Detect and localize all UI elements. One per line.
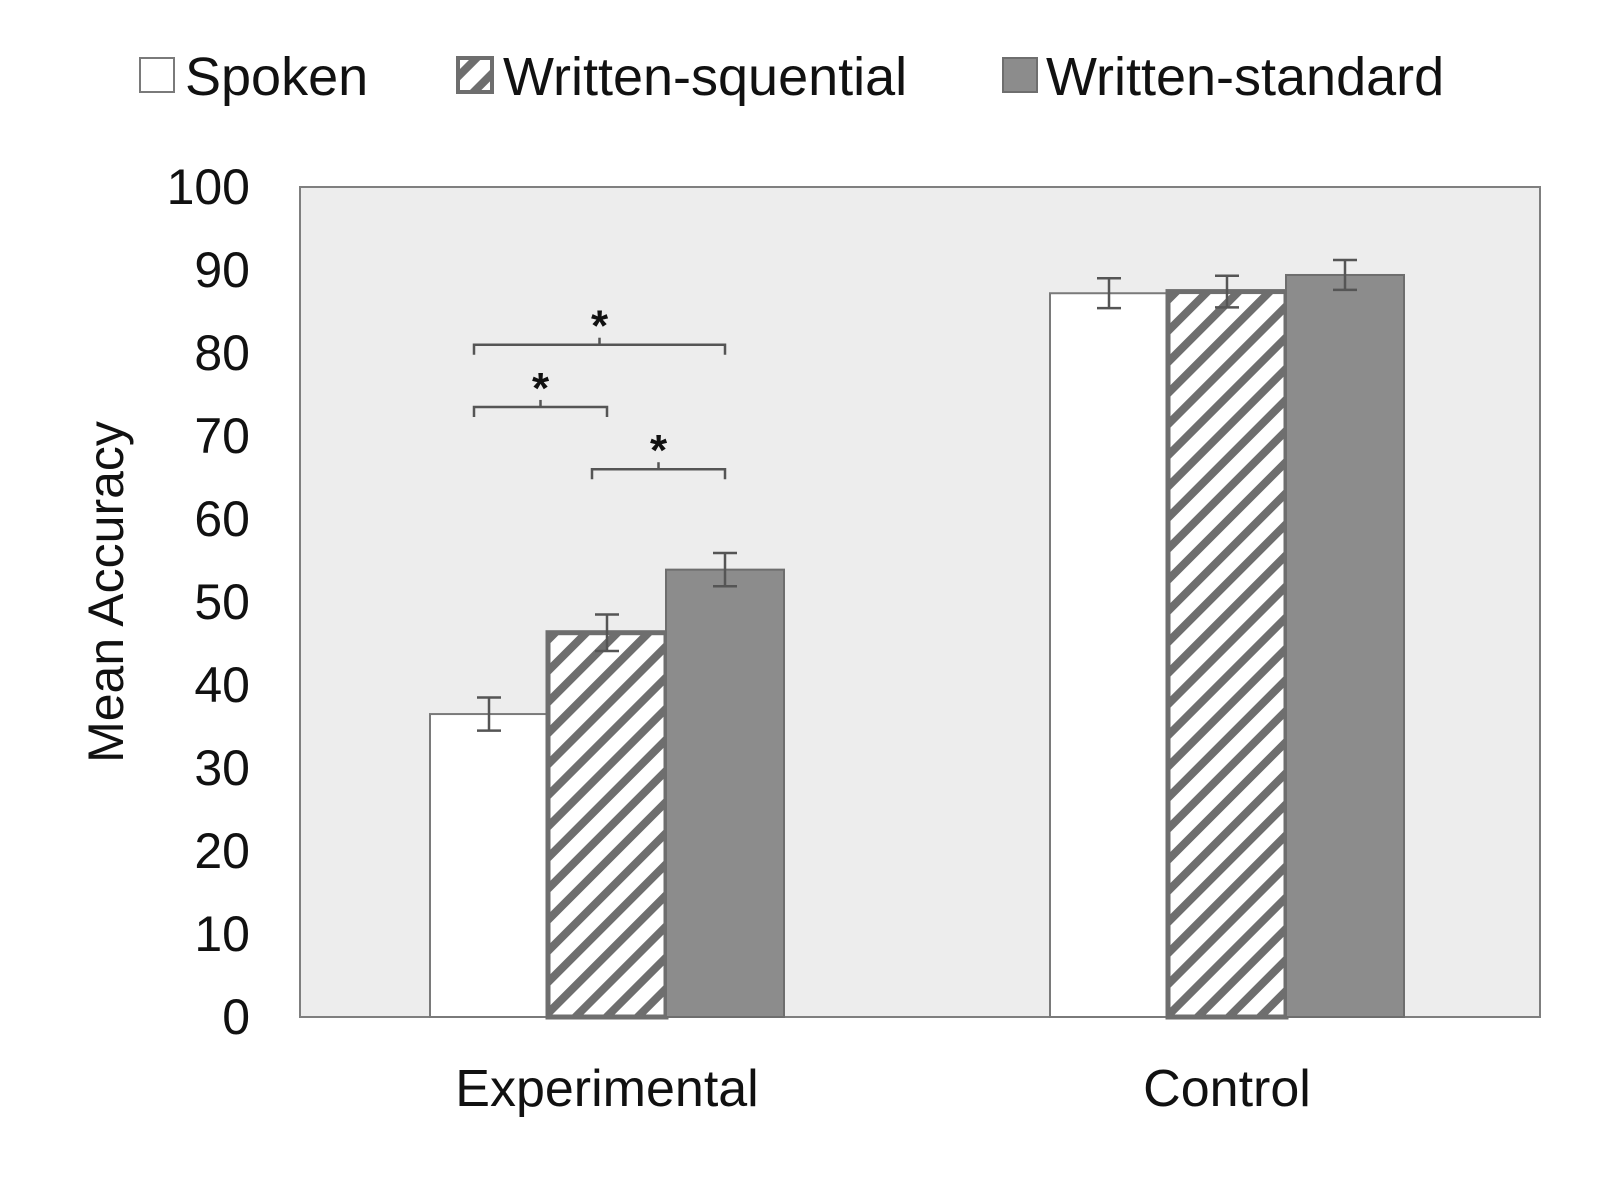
y-tick-label: 90 xyxy=(194,242,250,298)
legend-item: Spoken xyxy=(139,47,368,107)
bar-written-squential-experimental xyxy=(545,630,669,1020)
legend-swatch xyxy=(139,57,175,93)
legend-label: Written-squential xyxy=(503,47,907,107)
y-tick-label: 80 xyxy=(194,325,250,381)
bar-written-squential-control xyxy=(1165,289,1289,1020)
legend-item: Written-standard xyxy=(1002,47,1444,107)
legend-item: Written-squential xyxy=(456,47,907,107)
y-tick-label: 20 xyxy=(194,823,250,879)
y-tick-label: 50 xyxy=(194,574,250,630)
error-bar xyxy=(713,551,737,588)
legend-label: Spoken xyxy=(185,47,368,107)
y-tick-label: 60 xyxy=(194,491,250,547)
significance-star: * xyxy=(591,302,609,351)
legend-swatch xyxy=(1002,57,1038,93)
significance-star: * xyxy=(650,426,668,475)
error-bar xyxy=(1333,258,1357,292)
bar-spoken-control xyxy=(1049,292,1169,1018)
x-axis-categories: Experimental Control xyxy=(455,1060,1311,1118)
y-tick-label: 70 xyxy=(194,408,250,464)
error-bar xyxy=(1215,274,1239,309)
error-bar xyxy=(595,613,619,653)
y-tick-label: 10 xyxy=(194,906,250,962)
legend: Spoken Written-squential Written-standard xyxy=(139,47,1444,107)
error-bar xyxy=(1097,277,1121,310)
legend-swatch xyxy=(456,56,494,94)
y-tick-label: 100 xyxy=(167,159,250,215)
legend-label: Written-standard xyxy=(1046,47,1444,107)
significance-star: * xyxy=(532,364,550,413)
y-axis-title: Mean Accuracy xyxy=(78,421,134,763)
y-axis-ticks: 0 10 20 30 40 50 60 70 80 90 100 xyxy=(167,159,250,1045)
error-bar xyxy=(477,696,501,732)
significance-bracket: * xyxy=(472,302,727,355)
significance-bracket: * xyxy=(590,426,727,480)
bar-written-standard-control xyxy=(1285,273,1405,1019)
bar-written-standard-experimental xyxy=(665,568,785,1018)
x-category-label: Control xyxy=(1143,1060,1311,1118)
bars xyxy=(429,273,1405,1020)
bar-spoken-experimental xyxy=(429,713,549,1018)
x-category-label: Experimental xyxy=(455,1060,758,1118)
y-tick-label: 30 xyxy=(194,740,250,796)
significance-brackets: * * * xyxy=(472,302,727,480)
significance-bracket: * xyxy=(472,364,609,417)
y-tick-label: 0 xyxy=(222,989,250,1045)
y-tick-label: 40 xyxy=(194,657,250,713)
error-bars xyxy=(477,258,1357,732)
